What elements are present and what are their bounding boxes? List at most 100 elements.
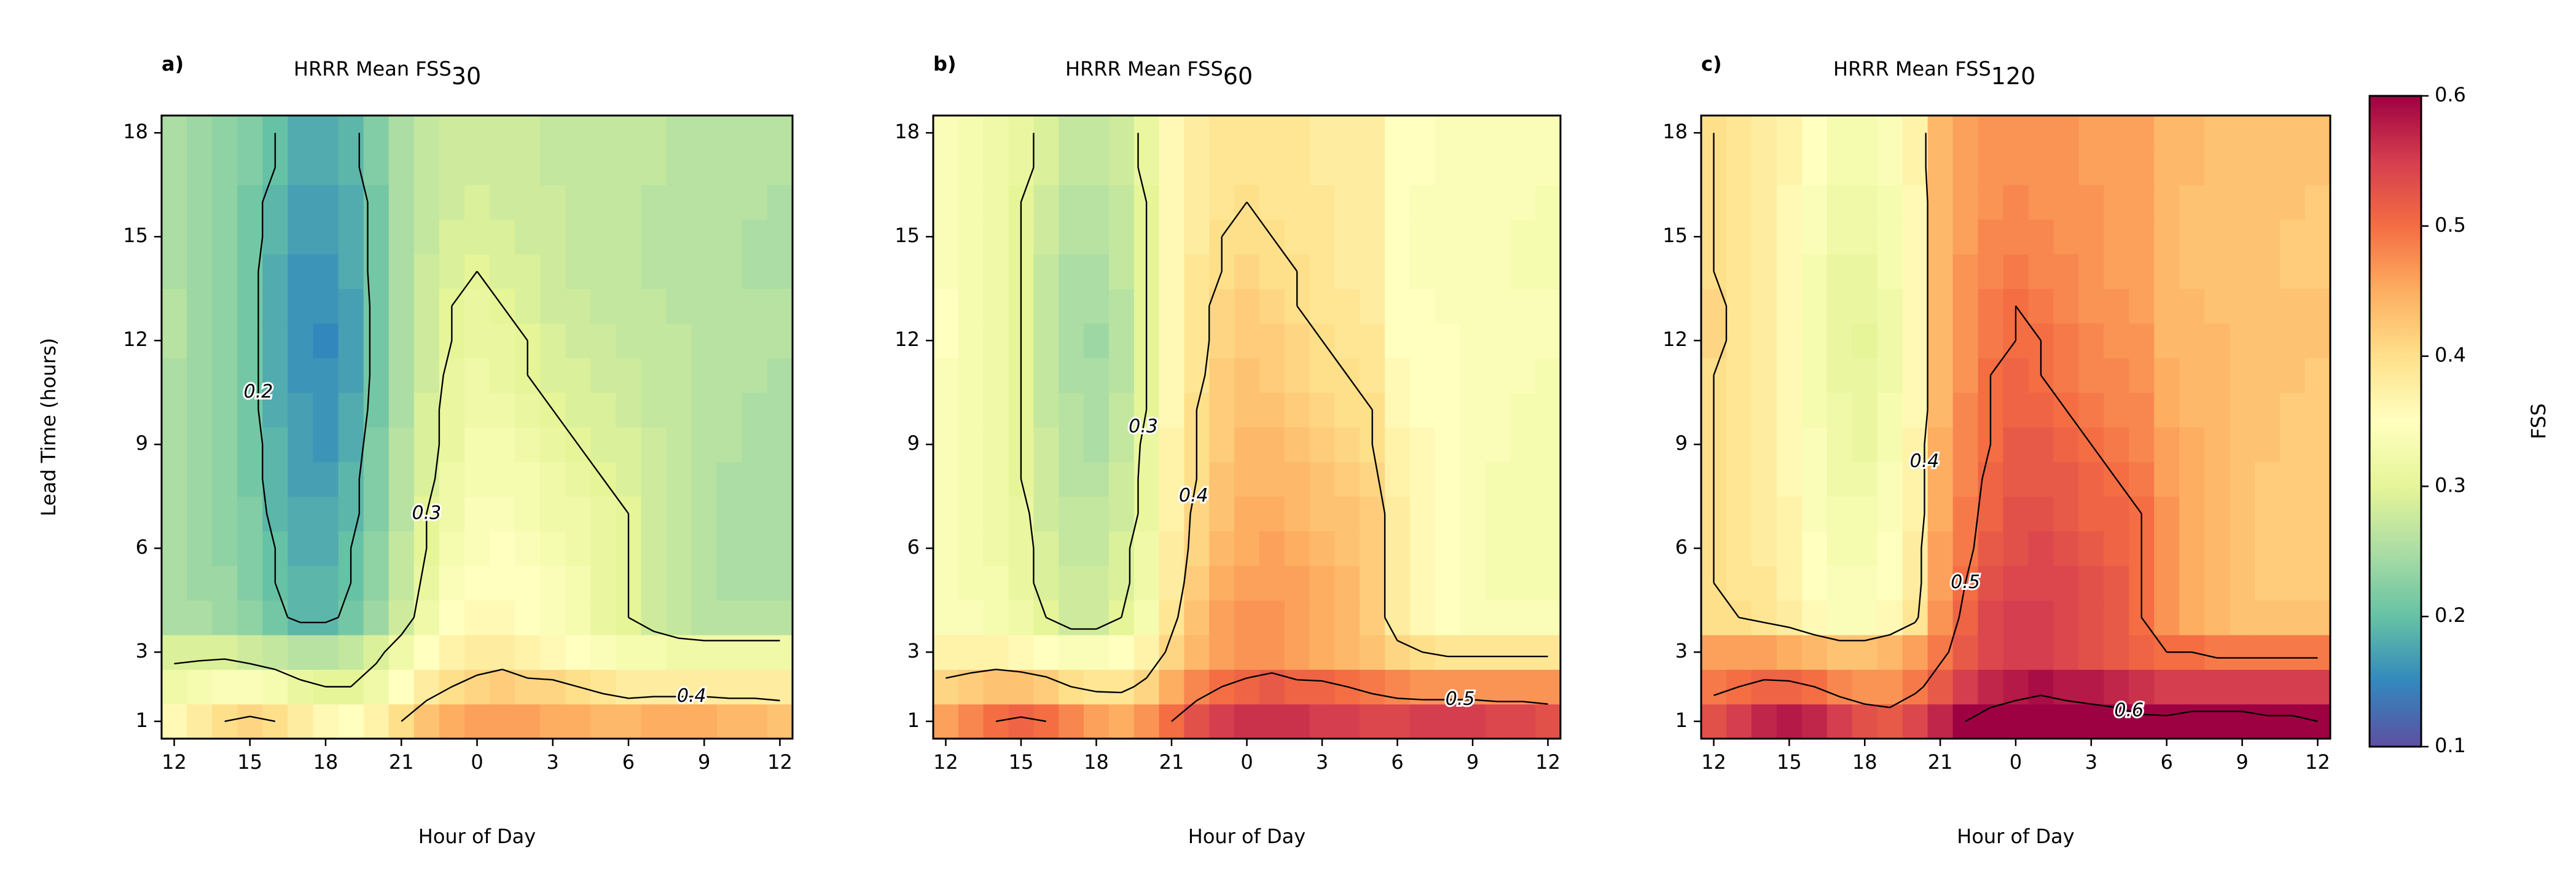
cell <box>1334 323 1360 358</box>
cell <box>2129 184 2155 220</box>
cell <box>439 184 465 220</box>
cell <box>565 254 591 289</box>
cell <box>616 635 642 670</box>
cell <box>187 184 213 220</box>
x-tick-label: 0 <box>1240 750 1253 774</box>
cell <box>958 184 984 220</box>
cell <box>388 462 415 497</box>
x-tick-label: 6 <box>1391 750 1403 774</box>
cell <box>1360 600 1385 635</box>
cell <box>2003 358 2029 393</box>
cell <box>958 116 984 151</box>
cell <box>1309 150 1336 186</box>
cell <box>2230 565 2255 601</box>
cell <box>1877 565 1903 601</box>
cell <box>1535 600 1561 635</box>
cell <box>2230 184 2255 220</box>
cell <box>1209 184 1235 220</box>
cell <box>2255 254 2280 289</box>
cell <box>2129 288 2155 324</box>
cell <box>262 392 288 428</box>
cell <box>2255 531 2280 566</box>
cell <box>2053 565 2079 601</box>
cell <box>1133 531 1160 566</box>
cell <box>1952 116 1979 151</box>
cell <box>2104 635 2129 670</box>
cell <box>1435 392 1461 428</box>
cell <box>1877 531 1903 566</box>
cell <box>691 184 718 220</box>
cell <box>212 427 238 462</box>
cell <box>2078 150 2104 186</box>
cell <box>2053 184 2079 220</box>
cell <box>2028 219 2054 254</box>
cell <box>2280 254 2306 289</box>
cell <box>616 288 642 324</box>
cell <box>1801 288 1828 324</box>
cell <box>2204 323 2230 358</box>
cell <box>1360 219 1385 254</box>
cell <box>1409 531 1436 566</box>
cell <box>767 427 793 462</box>
cell <box>1435 669 1461 705</box>
cell <box>590 288 617 324</box>
cell <box>1234 392 1260 428</box>
cell <box>1133 427 1160 462</box>
cell <box>2003 219 2029 254</box>
cell <box>1801 531 1828 566</box>
cell <box>1159 669 1184 705</box>
cell <box>767 323 793 358</box>
cell <box>2305 462 2331 497</box>
cell <box>1852 669 1878 705</box>
cell <box>2078 116 2104 151</box>
cell <box>1978 288 2004 324</box>
cell <box>641 116 667 151</box>
cell <box>2255 150 2280 186</box>
cell <box>767 600 793 635</box>
cell <box>1033 635 1059 670</box>
cell <box>1701 669 1727 705</box>
cell <box>262 669 288 705</box>
cell <box>1059 323 1084 358</box>
cell <box>490 427 515 462</box>
cell <box>2305 116 2331 151</box>
cell <box>2078 635 2104 670</box>
cell <box>742 531 768 566</box>
cell <box>1108 427 1135 462</box>
cell <box>933 254 959 289</box>
cell <box>1309 358 1336 393</box>
y-tick-label: 1 <box>136 709 148 732</box>
cell <box>1309 392 1336 428</box>
title-text: HRRR Mean FSS <box>294 57 452 81</box>
cell <box>388 358 415 393</box>
panel-label: b) <box>933 52 957 76</box>
cell <box>716 669 743 705</box>
contour-line <box>174 270 780 688</box>
cell <box>2255 462 2280 497</box>
cell <box>1826 219 1853 254</box>
y-tick-label: 15 <box>123 224 148 247</box>
cell <box>983 358 1009 393</box>
cell <box>1927 323 1954 358</box>
cell <box>691 462 718 497</box>
cell <box>413 392 440 428</box>
cell <box>1535 392 1561 428</box>
cell <box>933 462 959 497</box>
cell <box>1409 704 1436 739</box>
cell <box>666 704 692 739</box>
cell <box>590 184 617 220</box>
cell <box>1435 496 1461 532</box>
cell <box>2078 565 2104 601</box>
cell <box>515 219 541 254</box>
cell <box>262 219 288 254</box>
cell <box>1259 184 1285 220</box>
cell <box>1234 496 1260 532</box>
cell <box>1259 600 1285 635</box>
cell <box>2154 565 2180 601</box>
cell <box>2179 565 2205 601</box>
cell <box>388 288 415 324</box>
cell <box>1460 392 1486 428</box>
cell <box>933 116 959 151</box>
cell <box>1435 219 1461 254</box>
cell <box>1133 669 1160 705</box>
